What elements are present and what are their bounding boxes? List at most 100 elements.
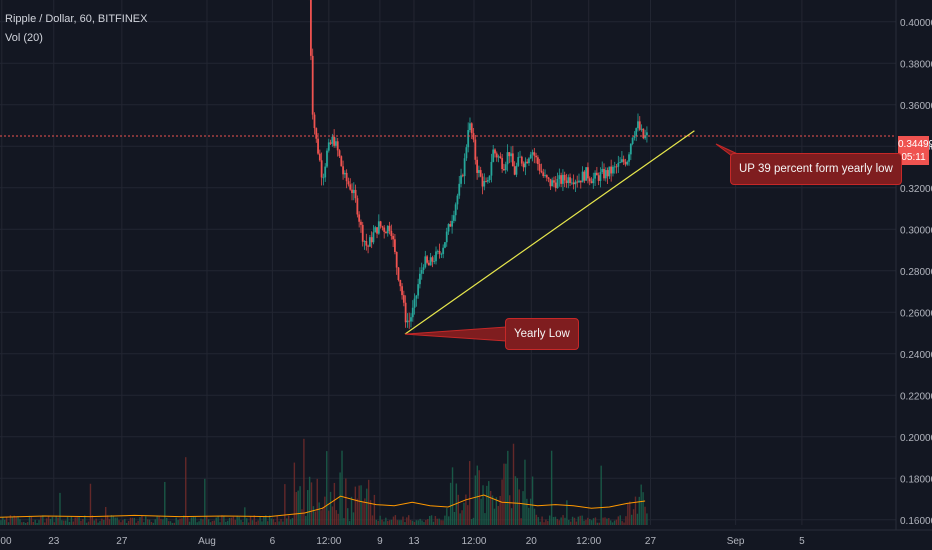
volume-bar xyxy=(611,522,614,525)
volume-bar xyxy=(457,494,459,525)
volume-bar xyxy=(259,516,261,525)
volume-bar xyxy=(87,521,90,525)
volume-ma-line xyxy=(0,494,646,518)
volume-bar xyxy=(164,481,166,525)
candle-body xyxy=(622,159,625,162)
volume-bar xyxy=(95,518,97,525)
candle-body xyxy=(529,154,532,159)
candle-body xyxy=(544,175,546,177)
candle-body xyxy=(579,180,582,183)
volume-bar xyxy=(415,520,418,525)
volume-bar xyxy=(198,521,200,525)
volume-bar xyxy=(219,522,221,525)
volume-indicator-label[interactable]: Vol (20) xyxy=(5,32,43,44)
candle-body xyxy=(587,167,589,179)
volume-bar xyxy=(448,516,450,525)
volume-bar xyxy=(148,519,151,525)
volume-bar xyxy=(9,515,12,525)
candle-body xyxy=(463,158,466,177)
up-percent-label: UP 39 percent form yearly low xyxy=(739,163,893,175)
candle-body xyxy=(318,153,321,161)
candle-body xyxy=(578,180,580,183)
candle-body xyxy=(436,251,439,252)
candle-body xyxy=(442,247,445,254)
volume-bar xyxy=(566,500,568,525)
volume-bar xyxy=(284,484,286,525)
volume-bar xyxy=(432,521,435,525)
yearly-low-callout[interactable]: Yearly Low xyxy=(505,318,579,350)
volume-bar xyxy=(19,519,21,525)
volume-bar xyxy=(112,515,115,525)
candle-body xyxy=(572,182,575,185)
candle-body xyxy=(354,189,357,199)
volume-bar xyxy=(278,521,280,525)
volume-bar xyxy=(93,520,95,525)
volume-bar xyxy=(118,520,120,525)
volume-bar xyxy=(255,521,257,525)
candle-body xyxy=(406,320,409,323)
volume-bar xyxy=(411,520,414,525)
candle-body xyxy=(329,142,332,144)
candle-body xyxy=(504,164,507,171)
volume-bar xyxy=(524,459,526,525)
volume-bar xyxy=(125,522,128,525)
volume-bar xyxy=(274,522,277,525)
volume-bar xyxy=(484,513,486,525)
volume-bar xyxy=(392,516,395,525)
volume-bar xyxy=(583,520,585,525)
candle-body xyxy=(562,174,564,184)
time-tick-label: Sep xyxy=(727,536,745,547)
up-percent-callout[interactable]: UP 39 percent form yearly low xyxy=(730,153,902,185)
volume-bar xyxy=(398,520,400,525)
candle-body xyxy=(585,167,588,181)
volume-bar xyxy=(247,522,250,525)
volume-bar xyxy=(425,520,427,525)
volume-bar xyxy=(213,520,216,525)
candle-body xyxy=(631,137,634,144)
volume-bar xyxy=(434,516,437,525)
volume-bar xyxy=(242,521,244,525)
candle-body xyxy=(592,178,595,184)
volume-bar xyxy=(408,515,410,525)
volume-bar xyxy=(642,492,644,525)
candle-body xyxy=(528,158,530,164)
candle-body xyxy=(488,175,491,181)
volume-bar xyxy=(124,518,126,525)
volume-bar xyxy=(26,522,29,525)
candle-body xyxy=(379,221,382,227)
time-tick-label: 27 xyxy=(116,536,128,547)
candle-body xyxy=(478,170,480,173)
last-price-tag: 0.34499 05:11 xyxy=(898,136,932,165)
volume-bar xyxy=(131,517,134,525)
symbol-title[interactable]: Ripple / Dollar, 60, BITFINEX xyxy=(5,13,148,25)
candle-body xyxy=(317,138,319,154)
volume-bar xyxy=(446,508,448,525)
volume-bar xyxy=(497,506,499,525)
candle-body xyxy=(392,235,395,240)
volume-bar xyxy=(53,522,55,525)
volume-bar xyxy=(436,518,438,525)
volume-bar xyxy=(438,518,440,525)
volume-bar xyxy=(625,516,627,525)
volume-bar xyxy=(356,498,358,525)
volume-bar xyxy=(63,520,65,525)
volume-bar xyxy=(375,519,378,525)
volume-bar xyxy=(36,522,38,525)
volume-bar xyxy=(110,515,113,525)
candle-body xyxy=(494,149,496,154)
candle-body xyxy=(554,182,557,189)
volume-bar xyxy=(615,519,618,525)
candle-body xyxy=(408,320,411,322)
candle-body xyxy=(377,221,380,234)
volume-bar xyxy=(552,516,555,525)
candle-body xyxy=(581,171,584,183)
volume-bar xyxy=(38,520,40,525)
volume-bar xyxy=(59,492,61,525)
